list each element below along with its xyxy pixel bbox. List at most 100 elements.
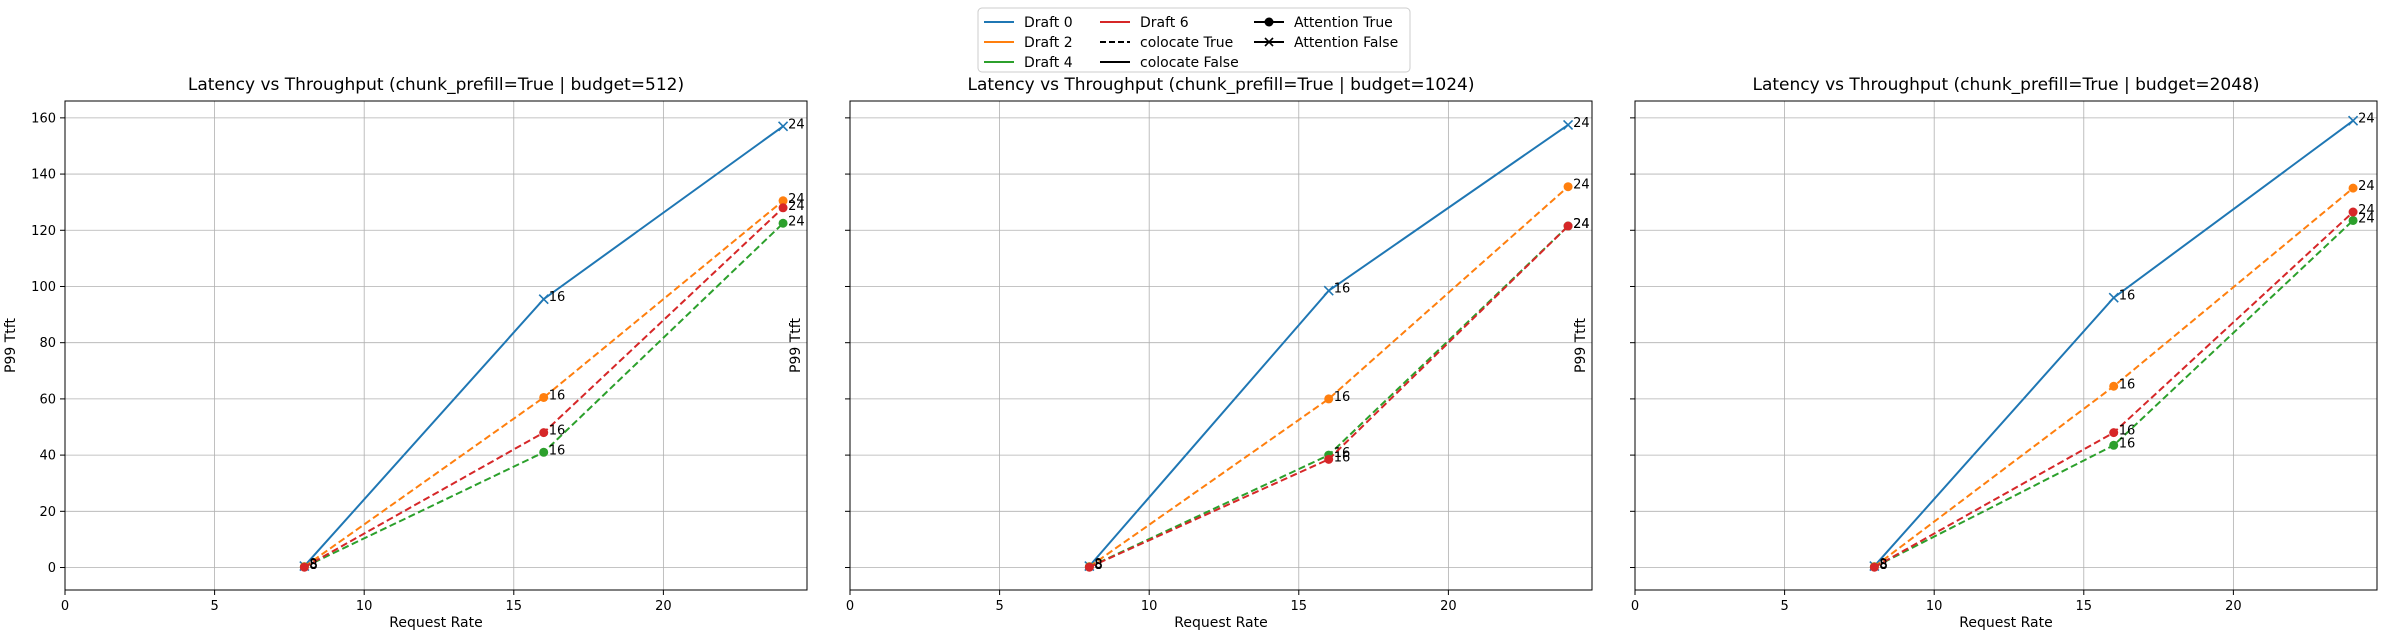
x-tick-label: 15 [506, 599, 523, 614]
data-point [777, 121, 789, 132]
legend-marker [1264, 37, 1274, 47]
y-tick-label: 80 [39, 336, 56, 351]
data-point [1084, 562, 1094, 572]
point-label: 8 [309, 558, 317, 573]
point-label: 16 [2119, 436, 2136, 451]
point-label: 16 [1334, 390, 1351, 405]
series-line [1873, 119, 2354, 567]
point-label: 16 [2119, 289, 2136, 304]
point-label: 8 [1094, 558, 1102, 573]
y-axis-label: P99 Ttft [1573, 318, 1589, 373]
marker-x-stroke [1562, 119, 1574, 130]
legend-entry-draft-6: Draft 6 [1100, 15, 1189, 31]
legend-label: Draft 2 [1024, 35, 1073, 51]
y-tick-label: 140 [31, 168, 56, 183]
y-tick-label: 120 [31, 224, 56, 239]
panel-title: Latency vs Throughput (chunk_prefill=Tru… [1752, 75, 2259, 95]
point-label: 16 [1334, 450, 1351, 465]
series-line [1088, 124, 1569, 567]
series-draft-2: 8 16 24 [1084, 178, 1590, 573]
data-point [539, 447, 549, 457]
x-tick-label: 20 [1440, 599, 1457, 614]
data-point [2347, 115, 2359, 126]
point-label: 24 [788, 199, 805, 214]
data-point [2109, 440, 2119, 450]
legend-label: colocate True [1140, 35, 1233, 51]
marker-x-stroke [2347, 115, 2359, 126]
axes-frame [64, 100, 808, 591]
panel-title: Latency vs Throughput (chunk_prefill=Tru… [967, 75, 1474, 95]
marker-x-stroke [777, 121, 789, 132]
legend-label: Draft 0 [1024, 15, 1073, 31]
x-tick-label: 20 [2225, 599, 2242, 614]
x-tick-label: 0 [846, 599, 854, 614]
x-tick-label: 0 [1631, 599, 1639, 614]
point-label: 16 [549, 388, 566, 403]
series-line [1873, 219, 2354, 568]
point-label: 16 [1334, 282, 1351, 297]
x-tick-label: 0 [61, 599, 69, 614]
legend-frame [977, 7, 1411, 73]
data-point [1324, 394, 1334, 404]
data-point [1562, 119, 1574, 130]
point-label: 24 [2358, 179, 2375, 194]
marker-x-stroke [538, 294, 549, 305]
data-point [1323, 285, 1334, 296]
panel-title: Latency vs Throughput (chunk_prefill=Tru… [188, 75, 684, 95]
legend-entry-draft-4: Draft 4 [984, 55, 1073, 71]
point-label: 8 [1094, 558, 1102, 573]
data-point [2348, 215, 2358, 225]
legend-label: colocate False [1140, 55, 1239, 71]
point-label: 24 [1573, 116, 1590, 131]
point-label: 24 [2358, 203, 2375, 218]
series-draft-6: 8 16 24 [1869, 203, 2375, 573]
y-tick-label: 20 [39, 505, 56, 520]
legend-entry-colocate-false: colocate False [1100, 55, 1239, 71]
series-draft-4: 8 16 24 [299, 214, 805, 573]
point-label: 8 [309, 557, 317, 572]
data-point [1869, 562, 1879, 572]
legend-entry-draft-2: Draft 2 [984, 35, 1073, 51]
legend-label: Attention True [1294, 15, 1393, 31]
series-draft-0: 8 16 24 [299, 117, 805, 572]
legend: Draft 0 Draft 2 Draft 4 Draft 6 colocate Tru… [977, 7, 1411, 73]
axes-frame [849, 100, 1593, 591]
point-label: 24 [2358, 112, 2375, 127]
legend-label: Draft 6 [1140, 15, 1189, 31]
series-line [303, 125, 784, 567]
y-tick-label: 160 [31, 111, 56, 126]
x-tick-label: 10 [1926, 599, 1943, 614]
y-tick-label: 100 [31, 280, 56, 295]
series-line [303, 207, 784, 569]
series-line [1088, 185, 1569, 568]
data-point [1324, 454, 1334, 464]
series-draft-0: 8 16 24 [1084, 116, 1590, 572]
legend-entry-attention-true: Attention True [1254, 15, 1393, 31]
data-point [2348, 183, 2358, 193]
point-label: 16 [549, 424, 566, 439]
axes-frame [1634, 100, 2378, 591]
point-label: 8 [309, 558, 317, 573]
x-axis-label: Request Rate [1959, 615, 2052, 631]
point-label: 24 [1573, 178, 1590, 193]
y-axis-label: P99 Ttft [3, 318, 19, 373]
data-point [2348, 207, 2358, 217]
series-line [303, 200, 784, 568]
series-draft-0: 8 16 24 [1869, 112, 2375, 572]
point-label: 16 [549, 290, 566, 305]
point-label: 8 [309, 558, 317, 573]
data-point [539, 392, 549, 402]
data-point [299, 562, 309, 572]
x-axis-label: Request Rate [389, 615, 482, 631]
x-tick-label: 15 [1291, 599, 1308, 614]
x-tick-label: 10 [1141, 599, 1158, 614]
marker-x-stroke [2108, 292, 2119, 303]
series-line [1873, 187, 2354, 568]
point-label: 8 [1094, 558, 1102, 573]
point-label: 8 [1879, 558, 1887, 573]
point-label: 16 [549, 443, 566, 458]
legend-entry-draft-0: Draft 0 [984, 15, 1073, 31]
x-axis-label: Request Rate [1174, 615, 1267, 631]
legend-entry-colocate-true: colocate True [1100, 35, 1233, 51]
